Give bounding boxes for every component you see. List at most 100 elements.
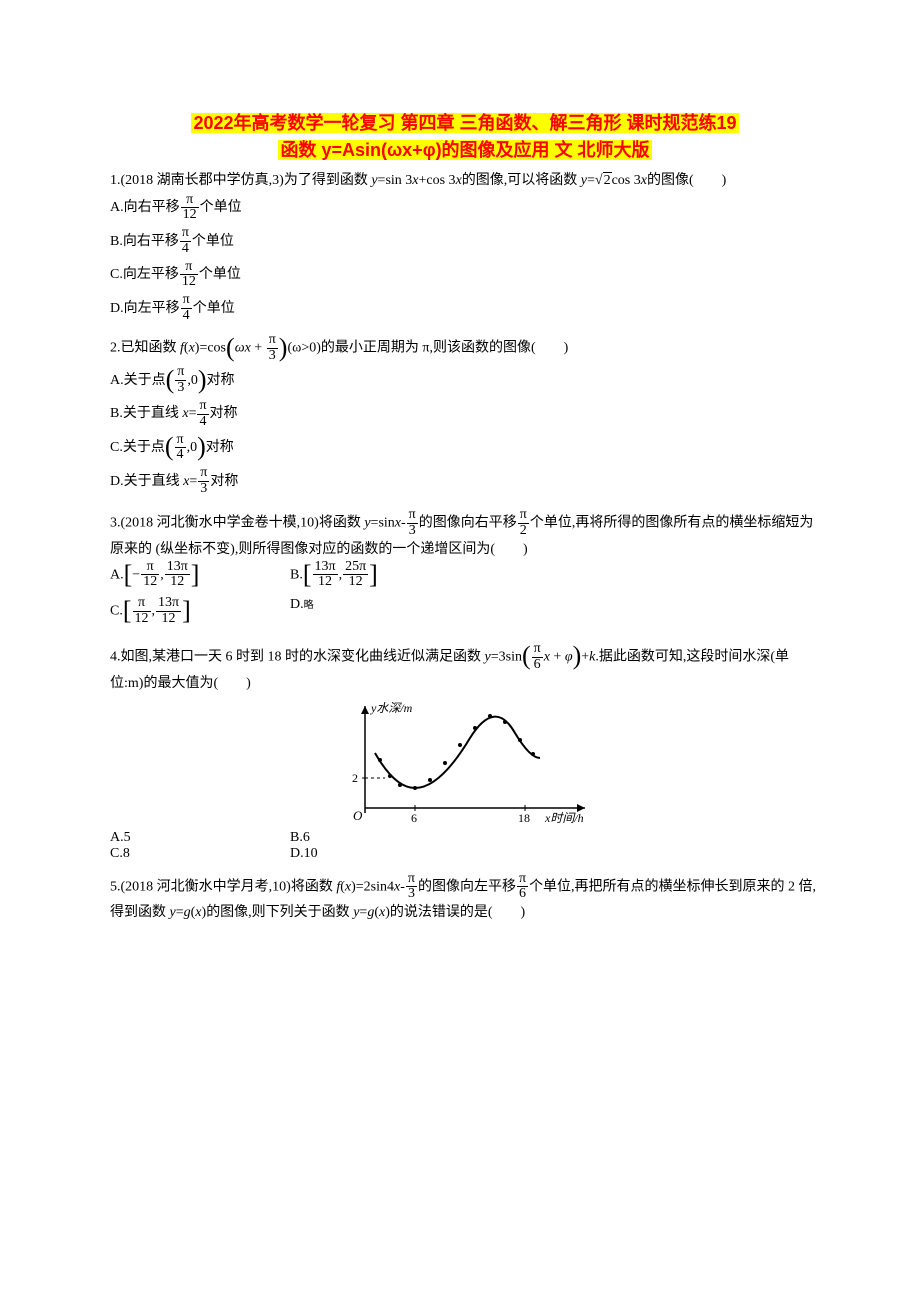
page-title-line1: 2022年高考数学一轮复习 第四章 三角函数、解三角形 课时规范练19 [191, 113, 738, 133]
q3-opt-b: B.[13π12,25π12] [290, 560, 470, 590]
q2c-pt: ,0 [187, 440, 198, 455]
q3-options-row1: A.[−π12,13π12] B.[13π12,25π12] [110, 560, 820, 590]
q3c-f2: 13π12 [156, 596, 181, 626]
q4-a: 如图,某港口一天 6 时到 18 时的水深变化曲线近似满足函数 [121, 650, 485, 665]
exam-page: 2022年高考数学一轮复习 第四章 三角函数、解三角形 课时规范练19 函数 y… [0, 0, 920, 963]
q4-pr: ) [573, 643, 582, 669]
q3b-f1: 13π12 [313, 560, 338, 590]
q2-paren-r: ) [279, 335, 288, 361]
q2b-label: B. [110, 406, 123, 421]
q2c-label: C. [110, 440, 123, 455]
q2a-frac: π3 [175, 365, 186, 395]
q1b-frac: π4 [180, 226, 191, 256]
y-arrow-icon [361, 706, 369, 714]
q4-phi: φ [565, 650, 573, 665]
q3-source: (2018 河北衡水中学金卷十模,10) [121, 516, 319, 531]
q5-source: (2018 河北衡水中学月考,10) [121, 879, 291, 894]
q1-cos: cos 3 [612, 173, 641, 188]
q1a-label: A. [110, 200, 124, 215]
q1d-frac: π4 [181, 293, 192, 323]
page-title-line2: 函数 y=Asin(ωx+φ)的图像及应用 文 北师大版 [278, 140, 651, 160]
q2-t1: 已知函数 [121, 341, 181, 356]
q4c-val: 8 [123, 846, 130, 861]
q2-plus: + [251, 341, 266, 356]
sine-curve [375, 716, 540, 787]
q4-opt-a: A.5 [110, 830, 290, 846]
q1d-label: D. [110, 301, 124, 316]
question-5: 5.(2018 河北衡水中学月考,10)将函数 f(x)=2sin4x-π3的图… [110, 872, 820, 923]
q3-a: 将函数 [319, 516, 365, 531]
q5-eqg: = [176, 905, 184, 920]
q1d-post: 个单位 [193, 301, 235, 316]
q2a-pre: 关于点 [124, 373, 166, 388]
q5-f2: π6 [517, 872, 528, 902]
question-2: 2.已知函数 f(x)=cos(ωx + π3)(ω>0)的最小正周期为 π,则… [110, 333, 820, 363]
q3-f1: π3 [407, 508, 418, 538]
q5-d: 的图像,则下列关于函数 [206, 905, 353, 920]
q3-eq: =sin [371, 516, 395, 531]
q5-a: 将函数 [291, 879, 337, 894]
q2d-pre: 关于直线 [124, 474, 184, 489]
q4-plusk: + [581, 650, 589, 665]
q3a-label: A. [110, 567, 124, 582]
q2-opt-b: B.关于直线 x=π4对称 [110, 397, 820, 431]
q3-opt-a: A.[−π12,13π12] [110, 560, 290, 590]
q2-opt-a: A.关于点(π3,0)对称 [110, 364, 820, 398]
q4-eq: =3sin [491, 650, 522, 665]
q1d-pre: 向左平移 [124, 301, 180, 316]
q5-f1: π3 [406, 872, 417, 902]
q2-t2: 的最小正周期为 π,则该函数的图像( ) [321, 341, 568, 356]
q3a-f1: π12 [141, 560, 159, 590]
q1-num: 1. [110, 173, 121, 188]
q4-options-row1: A.5 B.6 [110, 830, 820, 846]
q4a-val: 5 [124, 830, 131, 845]
q2a-pr: ) [198, 367, 207, 393]
q4b-label: B. [290, 830, 303, 845]
q3a-neg: − [132, 567, 140, 582]
q4b-val: 6 [303, 830, 310, 845]
q1c-post: 个单位 [199, 267, 241, 282]
q2a-pt: ,0 [187, 373, 198, 388]
q3d-label: D. [290, 597, 304, 612]
q2d-eq: = [189, 474, 197, 489]
q1-t2: 的图像,可以将函数 [462, 173, 581, 188]
y-label: y水深/m [370, 701, 413, 715]
q1a-pre: 向右平移 [124, 200, 180, 215]
q4-num: 4. [110, 650, 121, 665]
question-3: 3.(2018 河北衡水中学金卷十模,10)将函数 y=sinx-π3的图像向右… [110, 508, 820, 559]
q2b-frac: π4 [197, 399, 208, 429]
q3c-label: C. [110, 603, 123, 618]
q5-e: 的说法错误的是( ) [390, 905, 525, 920]
q1-e1b: =sin 3 [378, 173, 413, 188]
q3-num: 3. [110, 516, 121, 531]
q2-cond: (ω>0) [287, 341, 320, 356]
q2-omega: ω [235, 341, 245, 356]
q3a-f2: 13π12 [165, 560, 190, 590]
q1b-label: B. [110, 234, 123, 249]
q2c-pl: ( [165, 434, 174, 460]
q1-e1d: +cos 3 [419, 173, 456, 188]
q2d-frac: π3 [198, 466, 209, 496]
q1-opt-a: A.向右平移π12个单位 [110, 191, 820, 225]
q4-options-row2: C.8 D.10 [110, 846, 820, 862]
q3-minus: - [401, 516, 406, 531]
q2c-post: 对称 [206, 440, 234, 455]
q5-b: 的图像向左平移 [418, 879, 516, 894]
q4-graph: y水深/m x时间/h O 2 6 18 [335, 698, 595, 828]
q4-opt-b: B.6 [290, 830, 470, 846]
q4-opt-c: C.8 [110, 846, 290, 862]
q2a-pl: ( [166, 367, 175, 393]
x-label: x时间/h [544, 811, 584, 825]
origin-label: O [353, 808, 363, 823]
q4-plus: + [550, 650, 565, 665]
q3-options-row2: C.[π12,13π12] D.略 [110, 596, 820, 626]
q2a-post: 对称 [207, 373, 235, 388]
q4-frac: π6 [532, 642, 543, 672]
question-4: 4.如图,某港口一天 6 时到 18 时的水深变化曲线近似满足函数 y=3sin… [110, 642, 820, 693]
q2c-pr: ) [197, 434, 206, 460]
q2-opt-c: C.关于点(π4,0)对称 [110, 431, 820, 465]
q1-source: (2018 湖南长郡中学仿真,3) [121, 173, 284, 188]
q1c-frac: π12 [180, 260, 198, 290]
q3-b: 的图像向右平移 [419, 516, 517, 531]
q1b-pre: 向右平移 [123, 234, 179, 249]
